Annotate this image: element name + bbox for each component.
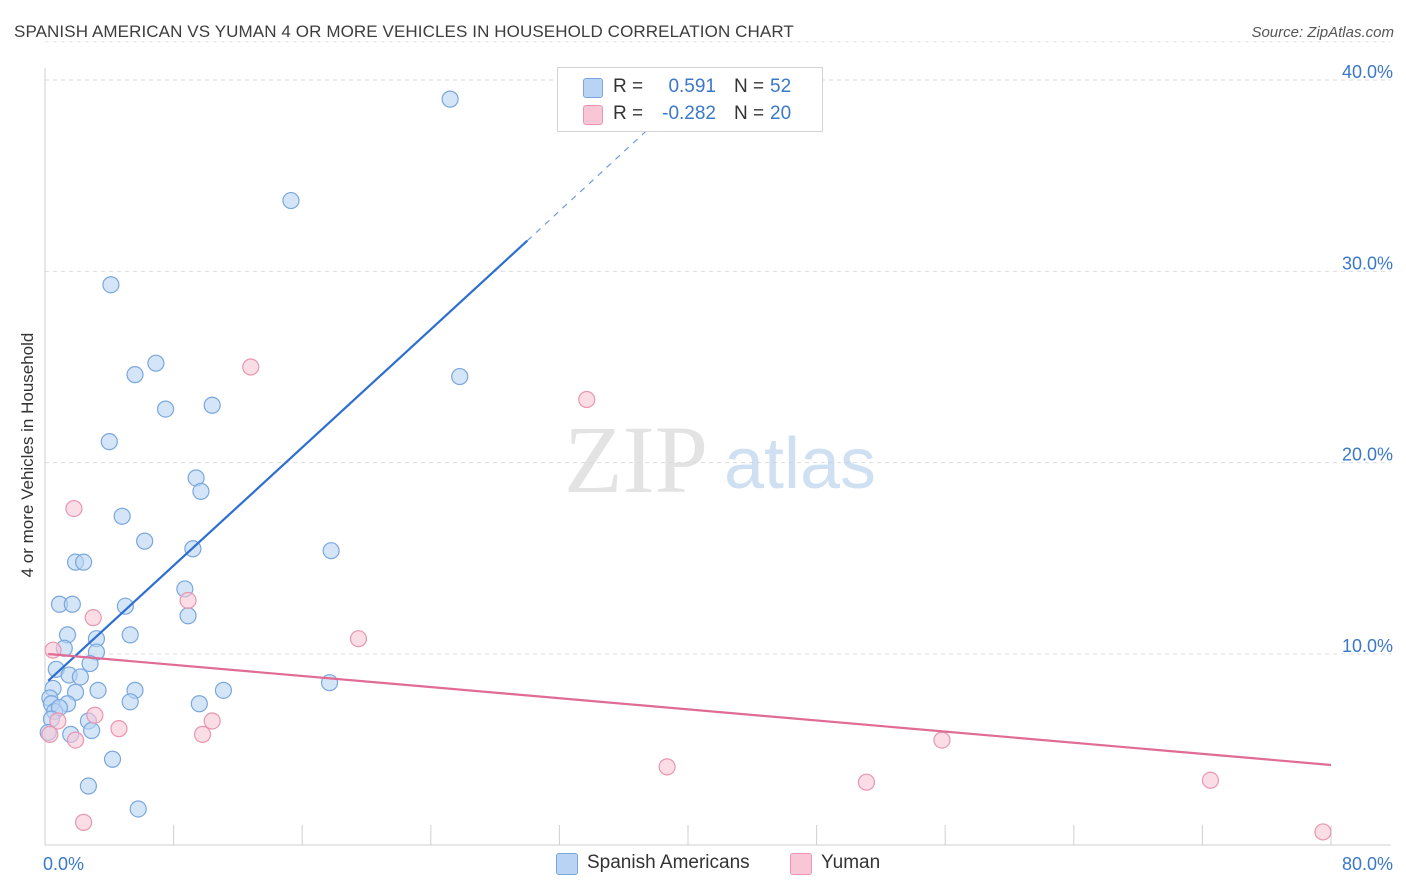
y-tick-label: 20.0% <box>1342 445 1393 465</box>
yuman-point <box>49 712 67 730</box>
spanish-american-point <box>116 597 134 615</box>
spanish-americans-trendline <box>47 239 528 682</box>
legend-n-label: N = <box>734 103 765 124</box>
yuman-point <box>349 630 368 648</box>
spanish-american-point <box>100 433 118 451</box>
grid-layer <box>45 41 1391 655</box>
correlation-legend: R = 0.591 N = 52 R = -0.282 N = 20 <box>557 67 823 132</box>
spanish-american-point <box>129 800 147 818</box>
y-tick-label: 30.0% <box>1342 253 1393 273</box>
spanish-americans-trendline-extension <box>526 121 657 242</box>
yuman-point <box>578 390 596 409</box>
spanish-american-point <box>192 482 210 500</box>
spanish-american-point <box>156 400 175 418</box>
series-swatch-pink <box>790 853 812 875</box>
legend-r-label: R = <box>613 103 644 124</box>
yuman-point <box>179 591 197 610</box>
legend-row-spanish-americans: R = 0.591 N = 52 <box>558 76 822 100</box>
series-swatch-blue <box>556 853 578 875</box>
spanish-american-point <box>147 354 165 372</box>
legend-n-value: 52 <box>770 76 792 97</box>
source-label: Source: ZipAtlas.com <box>1251 24 1394 41</box>
watermark-zip: ZIP <box>564 406 708 513</box>
spanish-american-point <box>102 276 120 294</box>
yuman-point <box>1201 771 1220 789</box>
spanish-american-point <box>63 595 81 613</box>
y-tick-label: 40.0% <box>1342 62 1393 82</box>
y-axis-label: 4 or more Vehicles in Household <box>18 332 37 578</box>
chart-title: SPANISH AMERICAN VS YUMAN 4 OR MORE VEHI… <box>14 22 794 41</box>
spanish-american-point <box>103 750 122 768</box>
yuman-point <box>84 609 102 627</box>
yuman-point <box>242 358 260 376</box>
spanish-american-point <box>81 654 99 673</box>
y-tick-label: 10.0% <box>1342 636 1393 656</box>
spanish-american-point <box>79 777 98 795</box>
yuman-point <box>1314 823 1332 841</box>
yuman-point <box>110 720 128 738</box>
spanish-american-point <box>441 90 459 108</box>
tick-label-layer: 10.0% 20.0% 30.0% 40.0% 0.0% 80.0% <box>43 62 1393 874</box>
legend-n-value: 20 <box>770 103 792 124</box>
axis-layer <box>44 68 1391 846</box>
spanish-american-point <box>74 553 93 571</box>
spanish-american-point <box>203 396 221 414</box>
yuman-point <box>74 813 93 831</box>
series-legend-label: Spanish Americans <box>587 852 750 873</box>
spanish-american-point <box>89 681 107 699</box>
yuman-point <box>933 731 951 749</box>
yuman-point <box>86 706 104 724</box>
spanish-american-point <box>113 507 131 525</box>
spanish-american-point <box>83 721 101 740</box>
spanish-american-point <box>190 695 208 713</box>
legend-n-label: N = <box>734 76 765 97</box>
spanish-american-point <box>322 542 340 560</box>
legend-row-yuman: R = -0.282 N = 20 <box>558 103 822 127</box>
yuman-point <box>66 731 85 749</box>
spanish-american-point <box>71 668 89 686</box>
yuman-point <box>203 712 221 730</box>
yuman-point <box>193 725 212 743</box>
spanish-american-point <box>121 626 139 644</box>
trend-layer <box>47 121 1332 767</box>
yuman-trendline <box>48 652 1332 767</box>
legend-r-label: R = <box>613 76 644 97</box>
spanish-american-point <box>214 681 233 699</box>
series-legend-label: Yuman <box>821 852 881 873</box>
spanish-american-point <box>136 532 154 550</box>
spanish-american-point <box>121 693 139 711</box>
x-tick-label: 80.0% <box>1342 854 1393 874</box>
legend-r-value: 0.591 <box>668 76 716 97</box>
points-layer <box>39 90 1332 841</box>
yuman-point <box>857 773 876 791</box>
legend-r-value: -0.282 <box>662 103 716 124</box>
yuman-point <box>658 758 676 776</box>
spanish-american-point <box>126 366 144 384</box>
yuman-point <box>41 725 59 743</box>
spanish-american-point <box>451 367 469 386</box>
watermark-atlas: atlas <box>724 424 876 504</box>
legend-swatch-blue <box>583 78 603 98</box>
spanish-american-point <box>282 191 300 210</box>
spanish-american-point <box>179 607 197 625</box>
yuman-point <box>65 499 83 518</box>
legend-swatch-pink <box>583 105 603 125</box>
x-tick-label: 0.0% <box>43 854 84 874</box>
